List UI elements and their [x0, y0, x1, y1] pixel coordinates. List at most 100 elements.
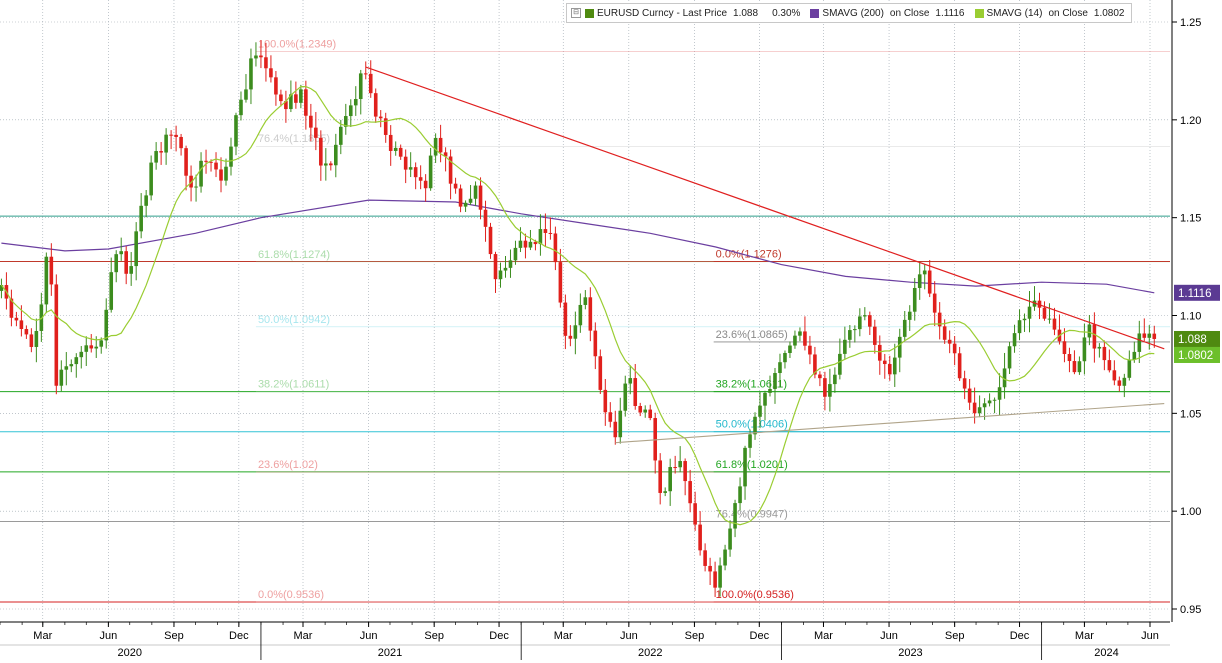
- candle-up: [623, 383, 628, 411]
- candle-down: [1107, 360, 1112, 371]
- candle-down: [9, 298, 14, 318]
- candle-down: [1052, 318, 1057, 330]
- candle-up: [0, 285, 4, 291]
- candle-down: [972, 402, 977, 414]
- candle-down: [1072, 361, 1077, 373]
- candle-down: [638, 405, 643, 413]
- candle-down: [209, 161, 213, 163]
- candle-up: [104, 309, 109, 341]
- support-line: [615, 403, 1165, 444]
- candle-down: [403, 156, 408, 170]
- fib-label: 23.6%(1.02): [258, 459, 318, 471]
- x-month-label: Mar: [814, 630, 833, 642]
- candle-up: [723, 549, 727, 566]
- candle-up: [858, 316, 862, 330]
- candle-down: [803, 331, 807, 346]
- candle-up: [353, 99, 358, 106]
- candle-down: [872, 326, 877, 345]
- candle-up: [518, 240, 523, 248]
- candle-down: [1042, 307, 1047, 319]
- candle-down: [598, 356, 603, 390]
- grid: [0, 0, 1170, 622]
- candle-up: [468, 198, 473, 203]
- candle-up: [79, 351, 84, 358]
- legend-swatch-price: [585, 8, 594, 18]
- candle-down: [653, 418, 658, 461]
- x-month-label: Jun: [620, 630, 638, 642]
- legend-item-sma14: SMAVG (14) on Close 1.0802: [974, 7, 1125, 19]
- fib-labels: 100.0%(1.2349) 76.4%(1.1865) 61.8%(1.1274)…: [258, 39, 794, 601]
- candle-up: [289, 94, 293, 110]
- candle-down: [378, 116, 383, 119]
- candle-up: [538, 229, 543, 245]
- legend-close-icon[interactable]: ⊟: [571, 8, 581, 18]
- candle-down: [54, 284, 59, 386]
- candle-up: [154, 151, 158, 163]
- candle-up: [922, 270, 927, 275]
- candle-up: [853, 329, 857, 331]
- candle-up: [977, 407, 982, 414]
- fib-label: 61.8%(1.1274): [258, 249, 330, 261]
- candle-up: [628, 378, 633, 384]
- candle-down: [398, 147, 403, 157]
- legend-sma14-value: 1.0802: [1093, 7, 1125, 19]
- candle-up: [917, 274, 922, 288]
- candle-down: [368, 73, 373, 94]
- candle-down: [1067, 354, 1072, 362]
- candle-up: [129, 266, 133, 274]
- candle-down: [274, 77, 278, 95]
- candle-up: [733, 503, 737, 529]
- sma14-line: [0, 86, 1155, 526]
- candle-down: [19, 320, 24, 330]
- candle-up: [573, 325, 578, 339]
- candle-up: [578, 304, 583, 326]
- candle-down: [1142, 333, 1147, 338]
- candle-up: [234, 115, 238, 147]
- candle-down: [568, 335, 573, 339]
- candle-up: [134, 231, 138, 267]
- candle-down: [363, 73, 368, 75]
- candle-down: [319, 137, 323, 166]
- fib-label: 0.0%(0.9536): [258, 589, 324, 601]
- candle-down: [373, 93, 378, 117]
- candle-down: [124, 251, 128, 274]
- x-month-label: Dec: [489, 630, 509, 642]
- trend-lines: [365, 66, 1165, 444]
- sma200-path: [1, 199, 1155, 294]
- candle-up: [338, 126, 343, 145]
- candle-up: [84, 345, 89, 352]
- x-month-label: Sep: [424, 630, 444, 642]
- x-month-label: Sep: [945, 630, 965, 642]
- legend-sma14-on: on Close: [1048, 7, 1088, 19]
- candle-down: [967, 388, 972, 403]
- candle-up: [164, 134, 168, 153]
- chart-legend: ⊟ EURUSD Curncy - Last Price 1.088 0.30%…: [566, 3, 1132, 23]
- fib-label: 38.2%(1.0611): [716, 379, 787, 391]
- x-month-label: Mar: [33, 630, 52, 642]
- candle-down: [688, 481, 692, 504]
- candle-down: [708, 565, 712, 572]
- candle-up: [94, 346, 99, 349]
- candle-up: [229, 146, 233, 167]
- candle-down: [927, 270, 932, 294]
- fib-label: 50.0%(1.0406): [716, 419, 788, 431]
- candle-up: [793, 335, 797, 346]
- candle-down: [169, 134, 173, 136]
- legend-swatch-sma14: [974, 8, 984, 18]
- candle-down: [603, 389, 608, 413]
- candle-up: [39, 304, 44, 331]
- candle-up: [1082, 337, 1087, 362]
- candle-up: [863, 315, 867, 317]
- candle-down: [89, 345, 94, 349]
- sma14-path: [0, 86, 1155, 526]
- candle-up: [194, 186, 198, 188]
- x-month-label: Dec: [750, 630, 770, 642]
- candle-down: [877, 344, 882, 361]
- fib-label: 38.2%(1.0611): [258, 379, 329, 391]
- candle-down: [453, 183, 458, 189]
- candle-down: [558, 262, 563, 303]
- legend-price-value: 1.088: [733, 7, 759, 19]
- legend-swatch-sma200: [810, 8, 820, 18]
- candle-up: [828, 384, 832, 397]
- candle-down: [1102, 346, 1107, 361]
